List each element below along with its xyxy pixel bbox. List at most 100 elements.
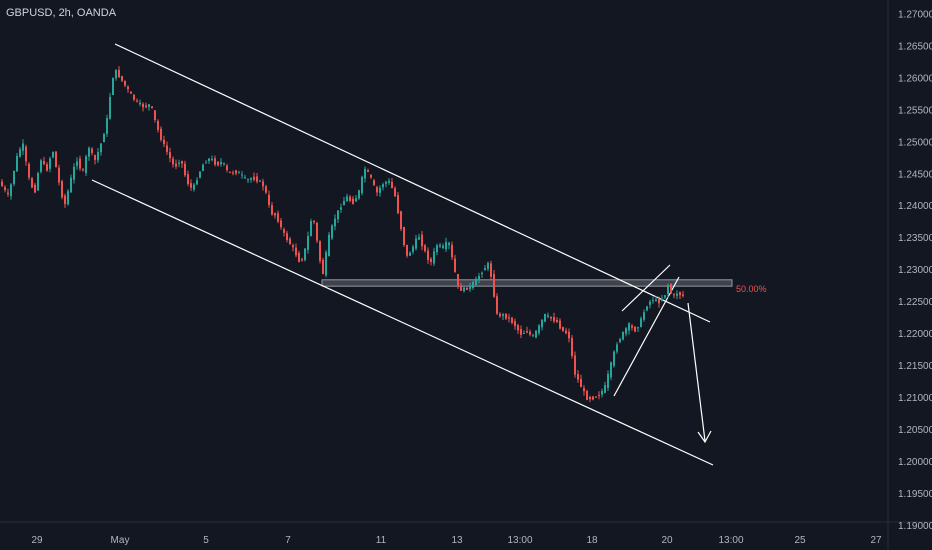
- projection-arrow-head: [697, 430, 712, 444]
- candle-body: [13, 170, 15, 185]
- candle-body: [568, 331, 570, 339]
- candle-body: [52, 151, 54, 158]
- candle-body: [232, 172, 234, 174]
- candle-body: [130, 91, 132, 94]
- candle-body: [385, 181, 387, 184]
- candle-body: [88, 147, 90, 157]
- candle-body: [457, 274, 459, 286]
- candle-body: [403, 227, 405, 246]
- candle-body: [118, 69, 120, 78]
- candle-body: [541, 319, 543, 328]
- candle-body: [259, 180, 261, 182]
- candle-body: [196, 180, 198, 185]
- candle-body: [484, 268, 486, 271]
- candle-body: [637, 327, 639, 329]
- candle-body: [466, 287, 468, 290]
- candle-body: [97, 151, 99, 161]
- x-tick-label: 7: [285, 535, 291, 546]
- candle-body: [4, 187, 6, 191]
- candle-body: [28, 164, 30, 178]
- candle-body: [67, 191, 69, 205]
- candle-body: [355, 198, 357, 202]
- candle-body: [37, 173, 39, 191]
- candle-body: [193, 184, 195, 190]
- candle-body: [22, 143, 24, 151]
- candle-body: [379, 187, 381, 193]
- candle-body: [64, 195, 66, 205]
- candle-body: [283, 229, 285, 233]
- candle-body: [556, 320, 558, 323]
- y-tick-label: 1.22000: [898, 329, 932, 340]
- candle-body: [43, 160, 45, 165]
- candle-body: [463, 287, 465, 292]
- x-tick-label: 25: [794, 535, 806, 546]
- candle-body: [526, 331, 528, 333]
- candle-body: [406, 244, 408, 256]
- chart-title: GBPUSD, 2h, OANDA: [6, 7, 117, 19]
- candle-body: [511, 317, 513, 323]
- candle-body: [223, 163, 225, 165]
- candle-body: [400, 211, 402, 229]
- candle-body: [55, 151, 57, 168]
- y-tick-label: 1.25500: [898, 105, 932, 116]
- candle-body: [646, 306, 648, 311]
- candle-body: [502, 314, 504, 316]
- candle-body: [544, 313, 546, 322]
- candle-body: [439, 244, 441, 247]
- candle-body: [319, 241, 321, 261]
- candle-body: [190, 183, 192, 188]
- x-tick-label: 5: [203, 535, 209, 546]
- candle-body: [499, 313, 501, 317]
- candle-body: [580, 379, 582, 388]
- candle-body: [124, 80, 126, 86]
- x-tick-label: May: [111, 535, 130, 546]
- candle-body: [586, 390, 588, 400]
- candle-body: [277, 213, 279, 222]
- candle-body: [397, 195, 399, 214]
- candle-body: [313, 220, 315, 223]
- candle-body: [184, 163, 186, 176]
- candle-body: [133, 94, 135, 100]
- candle-body: [451, 244, 453, 258]
- y-tick-label: 1.26000: [898, 73, 932, 84]
- candle-body: [295, 247, 297, 256]
- candle-body: [61, 181, 63, 198]
- y-tick-label: 1.26500: [898, 41, 932, 52]
- candle-body: [514, 321, 516, 327]
- candle-body: [577, 373, 579, 380]
- candle-body: [331, 225, 333, 239]
- candle-body: [472, 282, 474, 288]
- candle-body: [583, 387, 585, 392]
- candle-body: [289, 238, 291, 245]
- candle-body: [460, 285, 462, 291]
- candle-body: [235, 170, 237, 174]
- x-tick-label: 18: [586, 535, 598, 546]
- candle-body: [628, 323, 630, 331]
- candle-body: [598, 394, 600, 396]
- candle-body: [217, 161, 219, 166]
- candle-body: [559, 320, 561, 329]
- candle-body: [523, 332, 525, 334]
- candle-body: [253, 176, 255, 180]
- candle-body: [376, 187, 378, 193]
- candle-body: [346, 196, 348, 202]
- candle-body: [388, 180, 390, 183]
- candle-body: [643, 312, 645, 320]
- candle-body: [553, 317, 555, 322]
- y-tick-label: 1.24500: [898, 169, 932, 180]
- candle-body: [370, 174, 372, 178]
- candle-body: [508, 317, 510, 319]
- candle-body: [562, 327, 564, 332]
- candle-body: [172, 158, 174, 165]
- candle-body: [565, 330, 567, 334]
- candle-body: [601, 391, 603, 395]
- x-tick-label: 13: [451, 535, 463, 546]
- candle-body: [430, 258, 432, 262]
- candle-body: [307, 236, 309, 251]
- candle-body: [475, 278, 477, 286]
- candle-body: [46, 164, 48, 171]
- candle-body: [490, 263, 492, 277]
- x-tick-label: 13:00: [507, 535, 532, 546]
- candle-body: [505, 313, 507, 319]
